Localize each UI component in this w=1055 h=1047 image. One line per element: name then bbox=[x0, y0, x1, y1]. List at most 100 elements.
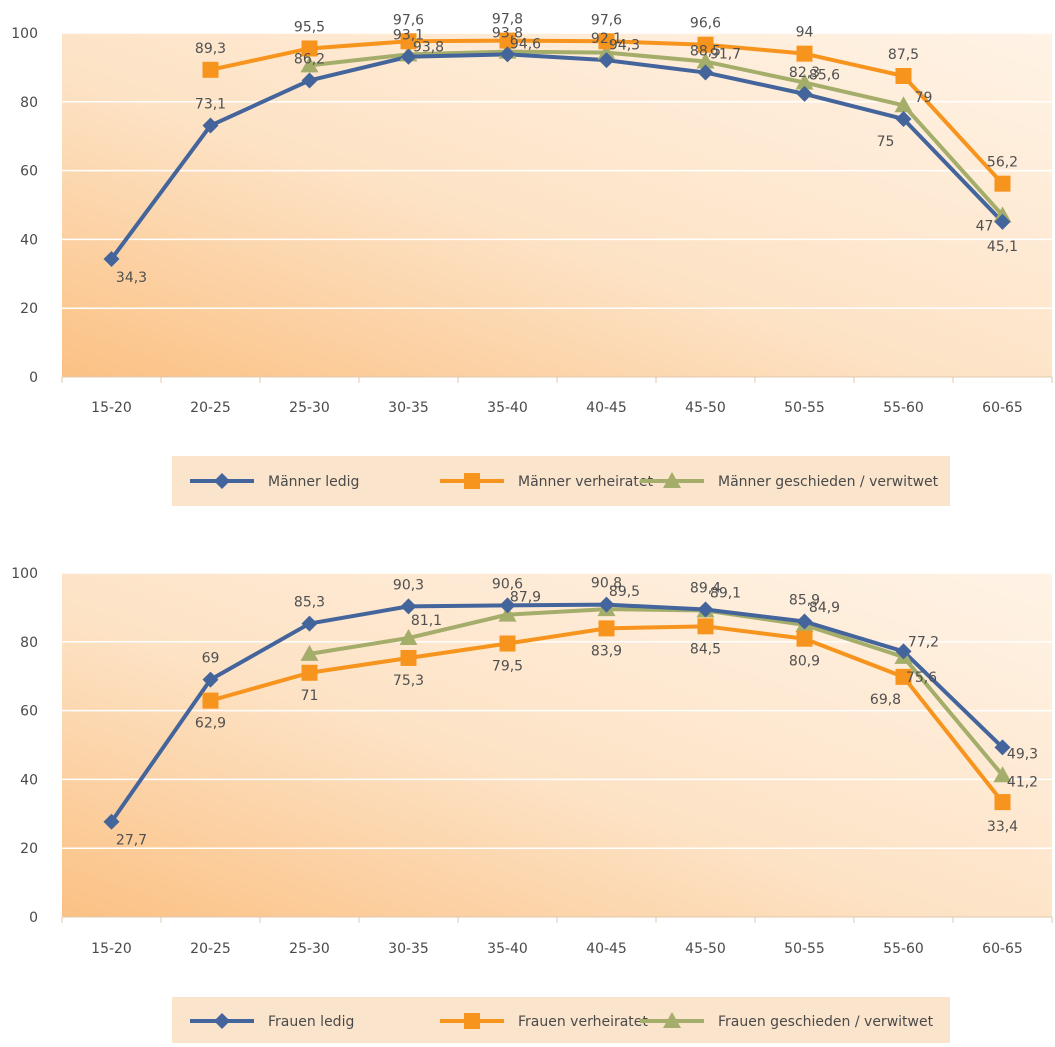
data-point-verheiratet bbox=[400, 649, 417, 666]
legend-marker-ledig bbox=[214, 1013, 230, 1029]
legend-box bbox=[172, 456, 950, 506]
x-tick-label: 30-35 bbox=[388, 941, 429, 957]
data-point-ledig bbox=[202, 117, 219, 134]
y-tick-label: 80 bbox=[20, 95, 38, 111]
data-label-ledig: 88,5 bbox=[690, 44, 721, 60]
legend: Frauen ledig Frauen verheiratet Frauen ges… bbox=[172, 997, 950, 1043]
x-tick-label: 35-40 bbox=[487, 400, 528, 416]
data-label-geschieden: 94,6 bbox=[510, 37, 541, 53]
data-point-ledig bbox=[400, 598, 417, 615]
data-point-verheiratet bbox=[202, 61, 219, 78]
data-label-geschieden: 93,8 bbox=[413, 39, 444, 55]
x-tick-label: 45-50 bbox=[685, 941, 726, 957]
data-label-ledig: 92,1 bbox=[591, 31, 622, 47]
legend-item-ledig: Frauen ledig bbox=[190, 1013, 354, 1030]
x-tick-label: 40-45 bbox=[586, 941, 627, 957]
data-label-verheiratet: 97,6 bbox=[591, 12, 622, 28]
y-tick-label: 40 bbox=[20, 772, 38, 788]
data-point-verheiratet bbox=[796, 45, 813, 62]
data-label-ledig: 89,4 bbox=[690, 580, 721, 596]
x-tick-label: 45-50 bbox=[685, 400, 726, 416]
data-point-verheiratet bbox=[994, 175, 1011, 192]
legend-item-ledig: Männer ledig bbox=[190, 473, 359, 490]
data-label-ledig: 86,2 bbox=[294, 51, 325, 67]
legend-label-geschieden: Frauen geschieden / verwitwet bbox=[718, 1014, 934, 1030]
x-tick-label: 50-55 bbox=[784, 400, 825, 416]
data-point-geschieden bbox=[795, 73, 814, 90]
data-point-geschieden bbox=[696, 52, 715, 69]
legend-label-geschieden: Männer geschieden / verwitwet bbox=[718, 474, 939, 490]
data-label-ledig: 77,2 bbox=[908, 634, 939, 650]
data-label-verheiratet: 83,9 bbox=[591, 643, 622, 659]
data-label-verheiratet: 94 bbox=[796, 25, 814, 41]
x-tick-label: 55-60 bbox=[883, 941, 924, 957]
data-point-ledig bbox=[499, 46, 516, 63]
data-label-geschieden: 47 bbox=[976, 218, 994, 234]
data-point-ledig bbox=[301, 72, 318, 89]
data-label-ledig: 93,8 bbox=[492, 25, 523, 41]
y-tick-label: 20 bbox=[20, 301, 38, 317]
data-label-geschieden: 41,2 bbox=[1007, 774, 1038, 790]
data-point-verheiratet bbox=[697, 618, 714, 635]
data-label-verheiratet: 33,4 bbox=[987, 819, 1018, 835]
series-line-ledig bbox=[109, 52, 1005, 262]
data-label-verheiratet: 97,6 bbox=[393, 12, 424, 28]
y-tick-label: 20 bbox=[20, 841, 38, 857]
data-label-ledig: 90,8 bbox=[591, 576, 622, 592]
data-point-ledig bbox=[895, 643, 912, 660]
series-line-ledig bbox=[109, 602, 1005, 824]
series-line-geschieden bbox=[307, 607, 1005, 778]
data-label-geschieden: 89,5 bbox=[609, 584, 640, 600]
data-point-verheiratet bbox=[895, 668, 912, 685]
data-label-verheiratet: 80,9 bbox=[789, 654, 820, 670]
x-tick-label: 50-55 bbox=[784, 941, 825, 957]
data-label-ledig: 85,3 bbox=[294, 595, 325, 611]
legend-label-verheiratet: Männer verheiratet bbox=[518, 474, 653, 490]
legend-box bbox=[172, 997, 950, 1043]
y-tick-label: 80 bbox=[20, 635, 38, 651]
data-point-verheiratet bbox=[499, 635, 516, 652]
plot-area bbox=[62, 573, 1052, 917]
x-tick-label: 20-25 bbox=[190, 400, 231, 416]
data-point-verheiratet bbox=[400, 33, 417, 50]
data-label-geschieden: 89,1 bbox=[710, 585, 741, 601]
data-point-verheiratet bbox=[697, 36, 714, 53]
data-point-ledig bbox=[301, 615, 318, 632]
data-label-verheiratet: 87,5 bbox=[888, 47, 919, 63]
data-label-verheiratet: 75,3 bbox=[393, 673, 424, 689]
data-label-ledig: 34,3 bbox=[116, 270, 147, 286]
legend-label-verheiratet: Frauen verheiratet bbox=[518, 1014, 648, 1030]
series-line-geschieden bbox=[307, 49, 1005, 218]
data-point-ledig bbox=[796, 613, 813, 630]
data-label-geschieden: 94,3 bbox=[609, 38, 640, 54]
legend-item-verheiratet: Männer verheiratet bbox=[440, 473, 653, 490]
y-tick-label: 0 bbox=[29, 910, 38, 926]
data-label-verheiratet: 97,8 bbox=[492, 12, 523, 28]
y-tick-label: 0 bbox=[29, 370, 38, 386]
legend-marker-geschieden bbox=[663, 1012, 681, 1028]
data-point-ledig bbox=[598, 52, 615, 69]
plot-area bbox=[62, 33, 1052, 377]
data-point-geschieden bbox=[300, 56, 319, 73]
data-label-ledig: 85,9 bbox=[789, 593, 820, 609]
data-label-verheiratet: 96,6 bbox=[690, 16, 721, 32]
legend-label-ledig: Frauen ledig bbox=[268, 1014, 354, 1030]
x-tick-label: 60-65 bbox=[982, 941, 1023, 957]
data-point-verheiratet bbox=[994, 794, 1011, 811]
y-tick-label: 40 bbox=[20, 232, 38, 248]
y-tick-label: 100 bbox=[11, 26, 38, 42]
data-point-verheiratet bbox=[796, 630, 813, 647]
chart-maenner: 0 20 40 60 80 100 15-20 20-25 25-30 30-35 35-40 40-… bbox=[11, 12, 1053, 506]
data-label-ledig: 27,7 bbox=[116, 833, 147, 849]
data-label-geschieden: 91,7 bbox=[710, 47, 741, 63]
legend-item-geschieden: Männer geschieden / verwitwet bbox=[640, 472, 939, 490]
data-point-ledig bbox=[103, 813, 120, 830]
legend-label-ledig: Männer ledig bbox=[268, 474, 359, 490]
x-tick-label: 60-65 bbox=[982, 400, 1023, 416]
x-tick-label: 25-30 bbox=[289, 400, 330, 416]
data-point-verheiratet bbox=[202, 692, 219, 709]
x-tick-label: 40-45 bbox=[586, 400, 627, 416]
data-point-verheiratet bbox=[301, 664, 318, 681]
data-point-ledig bbox=[202, 671, 219, 688]
data-label-geschieden: 85,6 bbox=[809, 68, 840, 84]
